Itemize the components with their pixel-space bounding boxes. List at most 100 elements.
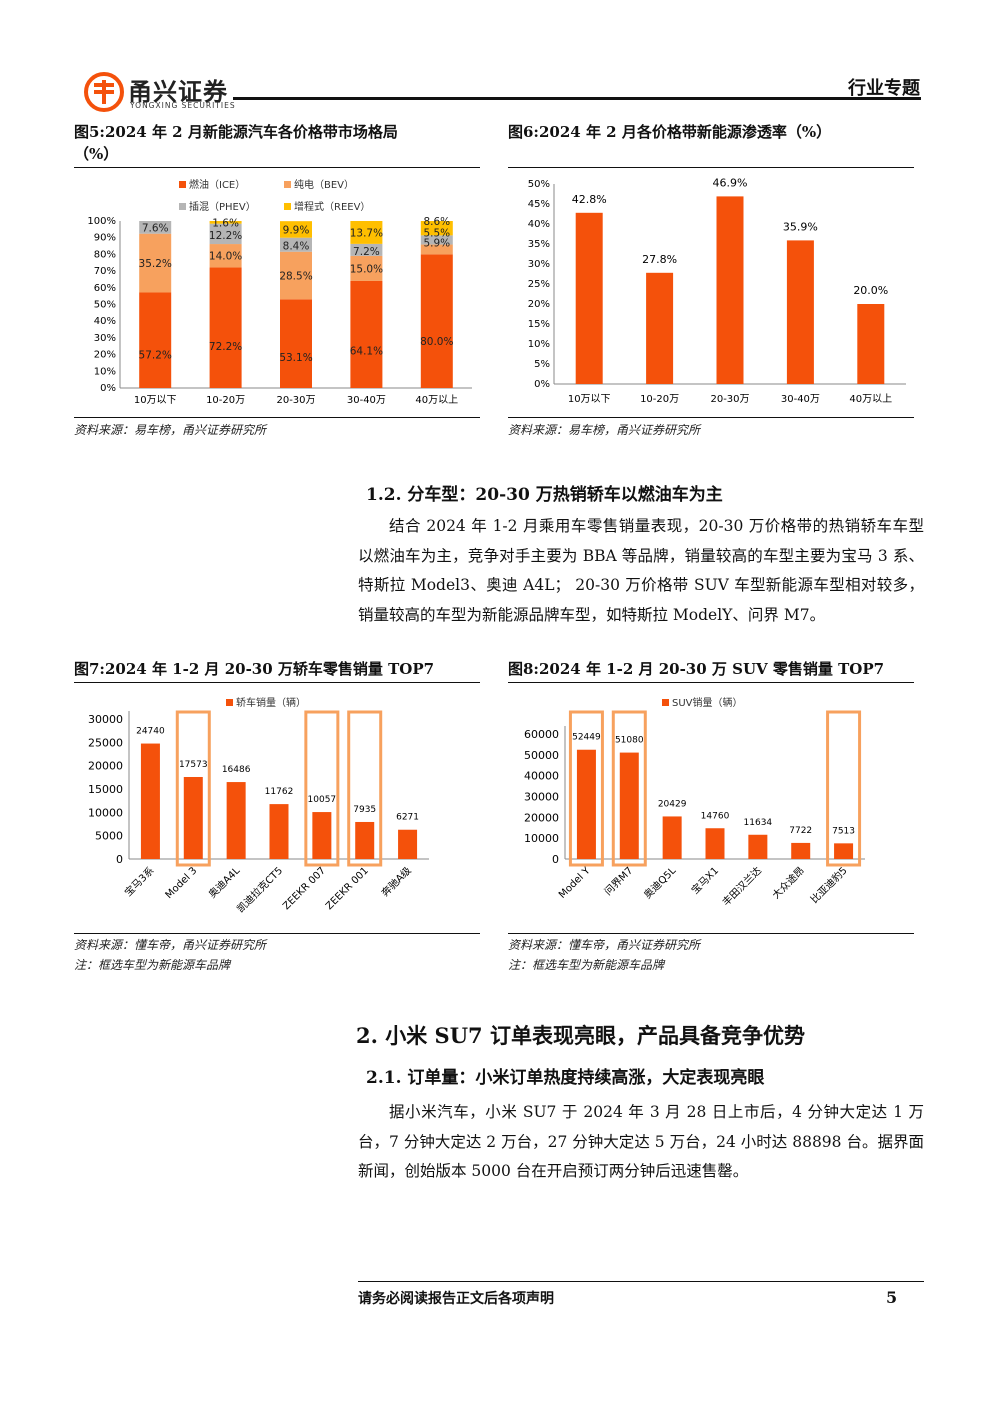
fig5-bar-segment [280,299,312,388]
fig7-bar [183,776,203,859]
fig7-legend-label: 轿车销量（辆） [236,696,306,709]
fig5-y-tick: 10% [94,366,116,377]
fig8-highlight-box [611,710,647,867]
fig5-data-label: 28.5% [279,271,312,283]
fig7-x-tick: 奔驰A级 [378,864,413,899]
fig5-chart: 0% 10% 20% 30% 40% 50% 60% 70% 80% 90% 100% 燃油（ICE）… [87,178,472,406]
fig5-y-tick: 20% [94,350,116,361]
page-number: 5 [886,1288,898,1307]
logo-subtext: YONGXING SECURITIES [130,101,236,110]
fig6-y-tick: 50% [528,179,550,190]
fig7-note: 注：框选车型为新能源车品牌 [74,958,231,972]
section-1-2-paragraph: 结合 2024 年 1-2 月乘用车零售销量表现，20-30 万价格带的热销轿车… [358,517,924,624]
fig5-data-label: 5.5% [423,227,450,239]
fig5-data-label: 35.2% [139,258,172,270]
fig5-y-tick: 40% [94,316,116,327]
fig8-source: 资料来源：懂车帝，甬兴证券研究所 [508,938,701,952]
fig8-bottom-rule [508,933,914,934]
fig5-data-label: 72.2% [209,341,242,353]
fig8-note: 注：框选车型为新能源车品牌 [508,958,665,972]
fig5-legend-label: 纯电（BEV） [294,178,354,191]
fig6-source: 资料来源：易车榜，甬兴证券研究所 [508,423,701,437]
fig5-legend-swatch [284,181,291,188]
fig8-y-tick: 60000 [524,728,559,741]
fig5-bar-segment [350,280,383,388]
fig5-bar-segment [420,254,453,388]
fig7-y-tick: 25000 [88,736,123,749]
fig7-data-label: 17573 [179,760,208,770]
fig7-bar [269,804,289,859]
fig6-data-label: 42.8% [572,193,607,206]
fig5-title: 图5:2024 年 2 月新能源汽车各价格带市场格局 （%） [74,121,474,165]
fig8-data-label: 20429 [658,799,687,809]
section-1-2-heading: 1.2. 分车型：20-30 万热销轿车以燃油车为主 [366,485,723,505]
fig6-y-tick: 40% [528,219,550,230]
fig5-title-line1: 图5:2024 年 2 月新能源汽车各价格带市场格局 [74,123,398,141]
fig7-legend-swatch [226,699,233,706]
fig6-y-tick: 0% [534,379,550,390]
fig6-y-tick: 10% [528,339,550,350]
fig7-bar [140,743,160,859]
fig5-bar-segment [420,221,453,236]
fig8-bar [748,834,768,859]
fig5-bar-segment [209,267,242,388]
section-2-heading: 2. 小米 SU7 订单表现亮眼，产品具备竞争优势 [356,1023,805,1048]
fig8-y-tick: 20000 [524,811,559,824]
fig5-bar-segment [420,244,453,255]
footer-disclaimer: 请务必阅读报告正文后各项声明 [358,1291,554,1307]
fig7-data-label: 7935 [353,805,376,815]
fig6-y-tick: 35% [528,239,550,250]
fig7-y-tick: 0 [116,853,123,866]
fig6-bar [716,196,744,384]
fig5-data-label: 12.2% [209,230,242,242]
fig8-x-tick: 比亚迪豹5 [808,864,850,906]
fig8-top-rule [508,682,914,683]
fig5-data-label: 80.0% [420,336,453,348]
fig8-data-label: 7513 [832,826,855,836]
fig7-x-tick: 奥迪A4L [206,864,243,901]
fig6-y-tick: 45% [528,199,550,210]
fig6-chart: 0% 5% 10% 15% 20% 25% 30% 35% 40% 45% 50% 42.8% 10万以… [528,176,906,405]
fig6-x-tick: 10-20万 [640,394,679,405]
fig8-y-tick: 40000 [524,770,559,783]
fig6-x-tick: 10万以下 [568,394,611,405]
fig5-x-tick: 40万以上 [415,394,458,406]
fig7-data-label: 16486 [222,765,251,775]
fig5-bar-segment [209,221,242,224]
fig6-data-label: 46.9% [713,176,748,189]
fig8-y-tick: 0 [552,853,559,866]
fig7-bar [355,821,375,859]
fig5-y-tick: 80% [94,249,116,260]
section-2-1-paragraph: 据小米汽车，小米 SU7 于 2024 年 3 月 28 日上市后，4 分钟大定… [358,1103,924,1180]
fig8-bar [576,749,596,859]
fig8-x-tick: Model Y [557,865,593,901]
fig8-y-tick: 30000 [524,791,559,804]
fig6-title: 图6:2024 年 2 月各价格带新能源渗透率（%） [508,123,832,141]
fig5-data-label: 13.7% [350,227,383,239]
fig5-data-label: 7.2% [353,246,380,258]
fig5-x-tick: 10-20万 [206,395,245,406]
fig7-x-tick: Model 3 [164,865,200,901]
fig7-data-label: 24740 [136,727,165,737]
fig6-data-label: 27.8% [642,253,677,266]
fig5-data-label: 5.9% [423,237,450,249]
fig7-data-label: 10057 [308,795,337,805]
fig5-data-label: 7.6% [142,223,169,235]
fig5-bar-segment [139,233,172,293]
fig5-top-rule [74,167,480,168]
fig7-data-label: 11762 [265,787,294,797]
fig5-legend-swatch [179,181,186,188]
fig5-x-tick: 20-30万 [276,395,315,406]
fig5-data-label: 14.0% [209,251,242,263]
fig7-x-tick: 宝马3系 [122,864,157,899]
fig8-bar [834,843,854,859]
fig8-x-tick: 问界M7 [601,864,635,898]
fig5-y-tick: 50% [94,300,116,311]
fig5-bar-segment [139,292,172,388]
fig7-source: 资料来源：懂车帝，甬兴证券研究所 [74,938,267,952]
fig7-title: 图7:2024 年 1-2 月 20-30 万轿车零售销量 TOP7 [74,660,435,678]
fig5-bar-segment [280,251,312,300]
fig5-y-tick: 100% [87,216,116,227]
fig5-data-label: 8.4% [283,241,310,253]
fig5-x-tick: 10万以下 [134,395,177,406]
